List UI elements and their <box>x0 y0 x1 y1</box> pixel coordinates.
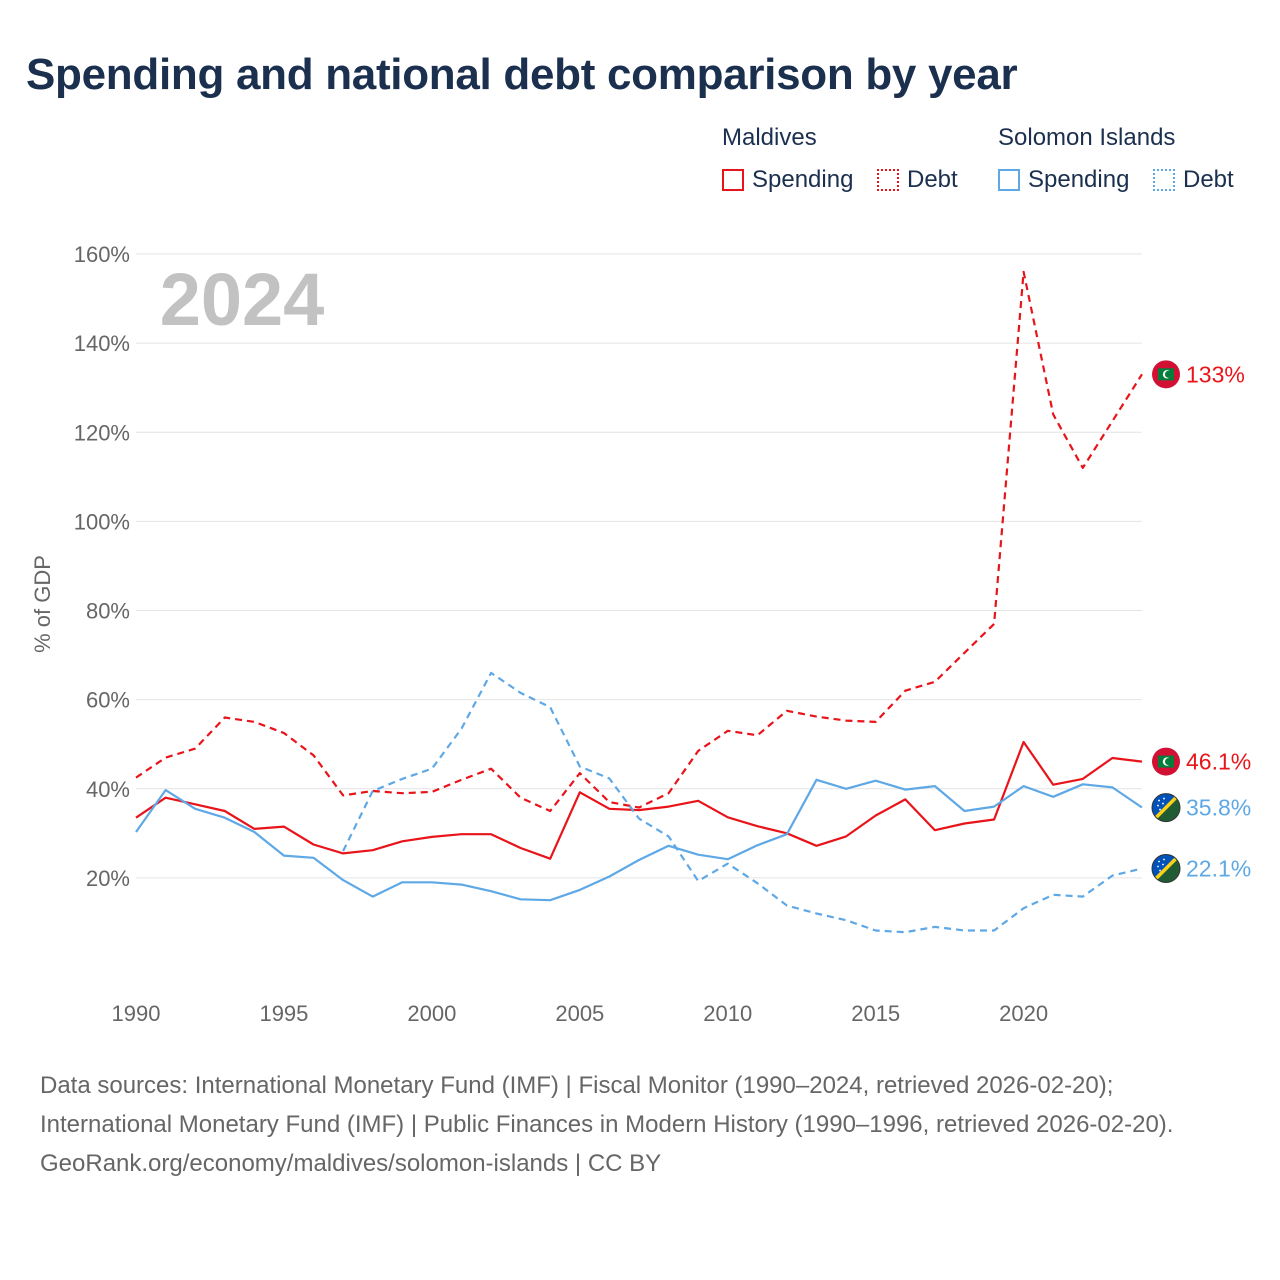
legend-label: Spending <box>752 166 854 193</box>
x-tick-label: 2010 <box>703 1001 752 1026</box>
legend-swatch-dotted-icon <box>1153 169 1175 191</box>
end-labels: 133% 46.1% 35.8% 22.1% <box>1151 360 1251 884</box>
y-tick-label: 100% <box>74 509 130 534</box>
series-line-solomon-islands-spending[interactable] <box>135 778 1143 902</box>
series-line-maldives-spending[interactable] <box>135 740 1143 860</box>
solomon-islands-flag-icon <box>1151 793 1181 823</box>
end-value-label: 46.1% <box>1186 749 1251 775</box>
x-tick-label: 2020 <box>999 1001 1048 1026</box>
solomon-islands-flag-icon <box>1151 854 1181 884</box>
maldives-flag-icon <box>1152 360 1180 389</box>
y-tick-label: 40% <box>86 777 130 802</box>
end-value-label: 35.8% <box>1186 795 1251 821</box>
legend-swatch-solid-icon <box>722 169 744 191</box>
maldives-flag-icon <box>1152 747 1180 776</box>
end-value-label: 133% <box>1186 361 1245 387</box>
year-watermark: 2024 <box>160 258 325 341</box>
series-line-maldives-debt[interactable] <box>135 270 1143 813</box>
legend-item-maldives-debt[interactable]: Debt <box>877 166 958 194</box>
x-tick-label: 1990 <box>112 1001 161 1026</box>
legend-item-solomon-spending[interactable]: Spending <box>998 166 1129 194</box>
legend-swatch-solid-icon <box>998 169 1020 191</box>
legend-item-maldives-spending[interactable]: Spending <box>722 166 853 194</box>
series-line-solomon-islands-debt[interactable] <box>342 671 1143 934</box>
y-tick-label: 20% <box>86 866 130 891</box>
x-tick-label: 2015 <box>851 1001 900 1026</box>
y-tick-label: 120% <box>74 420 130 445</box>
legend-label: Debt <box>907 166 958 193</box>
x-tick-label: 2005 <box>555 1001 604 1026</box>
y-tick-label: 60% <box>86 688 130 713</box>
credit-link[interactable]: GeoRank.org/economy/maldives/solomon-isl… <box>40 1150 662 1177</box>
legend-swatch-dotted-icon <box>877 169 899 191</box>
legend-group-solomon-islands: Solomon Islands <box>998 124 1176 151</box>
legend-label: Debt <box>1183 166 1234 193</box>
footer: Data sources: International Monetary Fun… <box>40 1066 1240 1183</box>
y-axis-label: % of GDP <box>30 555 55 653</box>
x-tick-label: 2000 <box>407 1001 456 1026</box>
legend-item-solomon-debt[interactable]: Debt <box>1153 166 1234 194</box>
line-chart: 20% 40% 60% 80% 100% 120% 140% 160% 1990 1995 200… <box>30 242 1251 1026</box>
x-axis: 1990 1995 2000 2005 2010 2015 2020 <box>112 1001 1049 1026</box>
gridlines <box>136 253 1142 879</box>
x-tick-label: 1995 <box>259 1001 308 1026</box>
y-tick-label: 160% <box>74 242 130 267</box>
chart-title: Spending and national debt comparison by… <box>26 50 1018 99</box>
legend-label: Spending <box>1028 166 1130 193</box>
legend-group-maldives: Maldives <box>722 124 817 151</box>
y-axis: 20% 40% 60% 80% 100% 120% 140% 160% <box>74 242 130 891</box>
y-tick-label: 80% <box>86 599 130 624</box>
data-sources: Data sources: International Monetary Fun… <box>40 1072 1174 1138</box>
series-lines <box>135 270 1143 934</box>
y-tick-label: 140% <box>74 331 130 356</box>
end-value-label: 22.1% <box>1186 856 1251 882</box>
